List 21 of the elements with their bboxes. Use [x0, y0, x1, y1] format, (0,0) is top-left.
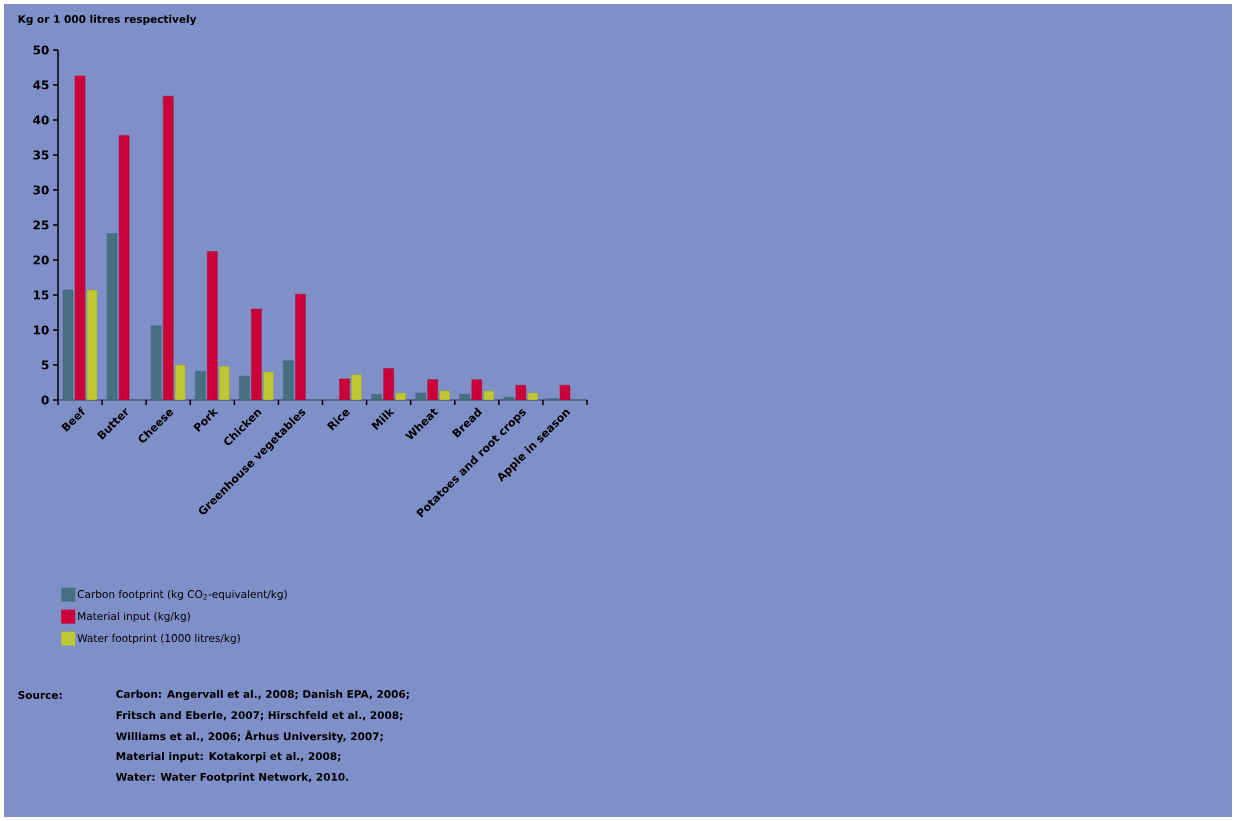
- text: Water: Water Footprint Network, 2010.: [116, 772, 349, 783]
- y-tick-label: 40: [33, 115, 49, 125]
- y-tick-label: 10: [33, 325, 49, 335]
- legend-label: Water footprint (1000 litres/kg): [77, 633, 240, 645]
- y-tick-label: 25: [33, 220, 49, 230]
- y-tick-label: 20: [33, 255, 49, 265]
- y-axis-title: Kg or 1 000 litres respectively: [18, 14, 197, 26]
- text: Material input: Kotakorpi et al., 2008;: [116, 752, 341, 763]
- text: Carbon: Angervall et al., 2008; Danish EPA, 2006;: [116, 689, 409, 701]
- legend-label: Carbon footprint (kg CO$_{2}$-equivalent/kg): [77, 589, 287, 601]
- y-tick-label: 0: [41, 395, 49, 405]
- y-tick-label: 35: [33, 150, 49, 160]
- y-tick-label: 15: [33, 290, 49, 300]
- y-tick-label: 30: [33, 185, 49, 195]
- y-tick-label: 5: [41, 360, 49, 370]
- y-tick-label: 45: [33, 80, 49, 90]
- legend-label: Material input (kg/kg): [78, 611, 190, 623]
- y-tick-label: 50: [33, 45, 49, 55]
- text: Williams et al., 2006; Århus University, 2007;: [116, 730, 383, 743]
- text: Fritsch and Eberle, 2007; Hirschfeld et al., 2008;: [116, 710, 403, 721]
- source-note: Source:: [18, 691, 62, 699]
